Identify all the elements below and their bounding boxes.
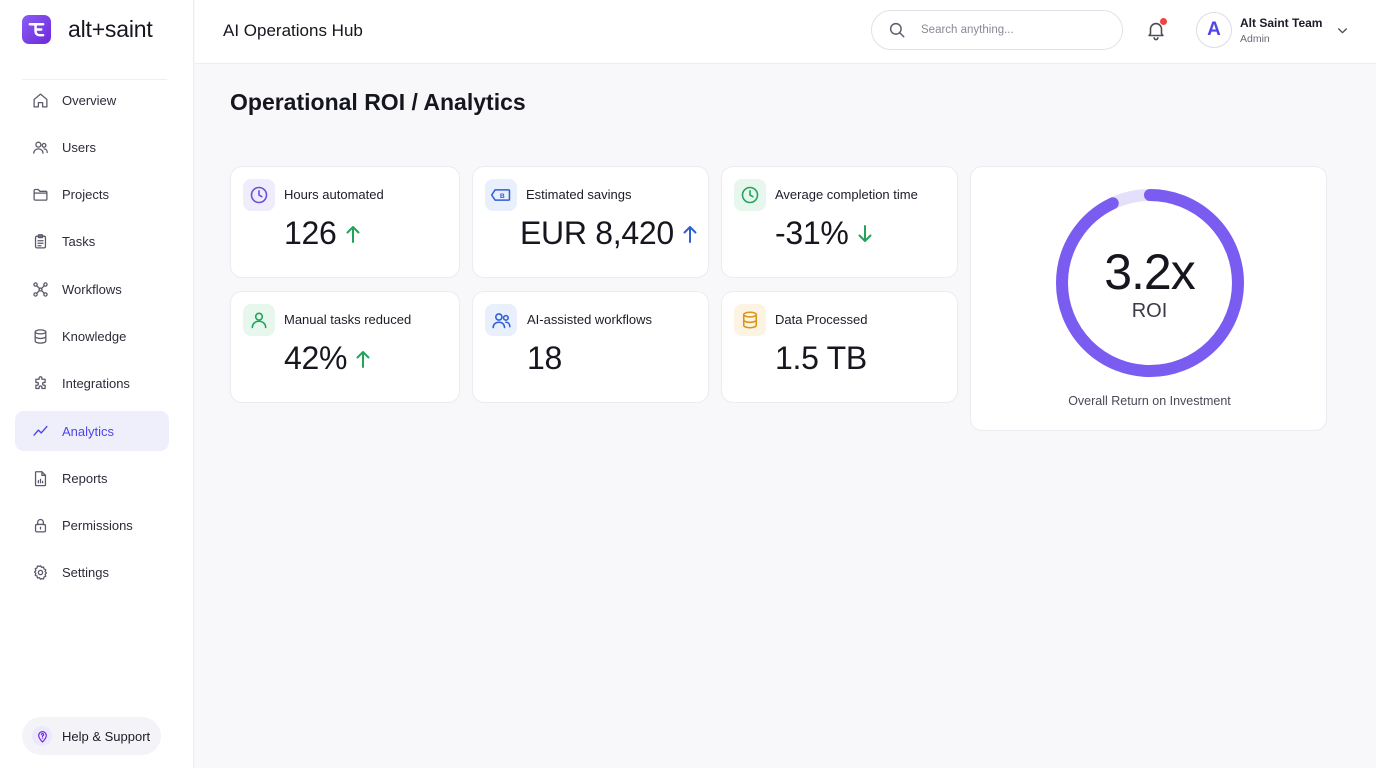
metric-value: 42% — [284, 340, 348, 376]
metric-value-row: 1.5 TB — [775, 340, 867, 377]
sidebar-item-label: Permissions — [62, 518, 133, 534]
sidebar-item-users[interactable]: Users — [15, 127, 169, 167]
metric-value: 1.5 TB — [775, 340, 867, 376]
metric-value: -31% — [775, 215, 849, 251]
clipboard-icon — [31, 233, 49, 251]
sidebar-item-label: Integrations — [62, 376, 130, 392]
user-name: Alt Saint Team — [1240, 15, 1323, 30]
home-icon — [31, 91, 49, 109]
metric-value: 18 — [527, 340, 562, 376]
app-title: AI Operations Hub — [223, 21, 363, 40]
users-icon — [31, 138, 49, 156]
sidebar-item-reports[interactable]: Reports — [15, 458, 169, 498]
arrow-up-icon — [345, 224, 361, 244]
metric-card-data-processed: Data Processed 1.5 TB — [721, 291, 958, 403]
help-pin-icon — [32, 726, 52, 746]
user-text: Alt Saint Team Admin — [1240, 16, 1322, 45]
sidebar-item-label: Reports — [62, 470, 108, 486]
metric-card-estimated-savings: B Estimated savings EUR 8,420 — [472, 166, 709, 278]
lock-icon — [31, 517, 49, 535]
metric-value-row: 18 — [527, 340, 562, 377]
folder-icon — [31, 186, 49, 204]
metric-label: Data Processed — [775, 312, 868, 327]
sidebar: alt+saint Overview Users Projects — [0, 0, 194, 768]
brand-divider — [22, 79, 167, 80]
sidebar-item-label: Workflows — [62, 281, 122, 297]
database-icon — [734, 304, 766, 336]
metric-label: Estimated savings — [526, 187, 632, 202]
sidebar-item-label: Projects — [62, 187, 109, 203]
brand-name: alt+saint — [68, 16, 153, 42]
clock-icon — [734, 179, 766, 211]
sidebar-item-permissions[interactable]: Permissions — [15, 506, 169, 546]
help-support-label: Help & Support — [62, 728, 151, 744]
metric-label: AI-assisted workflows — [527, 312, 652, 327]
search-icon — [888, 21, 906, 39]
arrow-down-icon — [857, 224, 873, 244]
sidebar-item-workflows[interactable]: Workflows — [15, 269, 169, 309]
avatar: A — [1196, 12, 1232, 48]
roi-caption: Overall Return on Investment — [1068, 394, 1231, 408]
roi-value: 3.2x — [1104, 244, 1196, 300]
roi-card: 3.2x ROI Overall Return on Investment — [970, 166, 1327, 431]
sidebar-item-settings[interactable]: Settings — [15, 553, 169, 593]
search-input[interactable] — [921, 24, 1101, 36]
search-box[interactable] — [871, 10, 1123, 50]
report-icon — [31, 469, 49, 487]
metric-card-ai-assisted-workflows: AI-assisted workflows 18 — [472, 291, 709, 403]
bell-icon — [1145, 22, 1167, 45]
clock-icon — [243, 179, 275, 211]
topbar: AI Operations Hub A Alt Saint Team Admin — [195, 0, 1376, 64]
database-icon — [31, 327, 49, 345]
metric-value-row: -31% — [775, 215, 873, 252]
sidebar-item-label: Overview — [62, 92, 117, 108]
metric-label: Hours automated — [284, 187, 384, 202]
metric-value-row: 42% — [284, 340, 371, 377]
sidebar-item-tasks[interactable]: Tasks — [15, 222, 169, 262]
workflow-icon — [31, 280, 49, 298]
sidebar-item-analytics[interactable]: Analytics — [15, 411, 169, 452]
sidebar-item-label: Analytics — [62, 423, 115, 439]
user-icon — [243, 304, 275, 336]
metric-value: EUR 8,420 — [520, 215, 674, 251]
metric-card-manual-tasks-reduced: Manual tasks reduced 42% — [230, 291, 460, 403]
gear-icon — [31, 564, 49, 582]
metric-value-row: 126 — [284, 215, 361, 252]
sidebar-nav: Overview Users Projects Tasks — [15, 80, 169, 600]
metric-label: Manual tasks reduced — [284, 312, 412, 327]
brand[interactable]: alt+saint — [22, 15, 153, 44]
trend-line-icon — [31, 422, 49, 440]
users-icon — [485, 304, 517, 336]
help-support-button[interactable]: Help & Support — [22, 717, 161, 755]
notifications-button[interactable] — [1145, 18, 1167, 41]
svg-text:B: B — [500, 193, 505, 200]
sidebar-item-projects[interactable]: Projects — [15, 175, 169, 215]
sidebar-item-overview[interactable]: Overview — [15, 80, 169, 120]
roi-unit: ROI — [1131, 300, 1168, 322]
sidebar-item-knowledge[interactable]: Knowledge — [15, 316, 169, 356]
chevron-down-icon — [1336, 24, 1349, 37]
sidebar-item-label: Users — [62, 139, 96, 155]
metric-value: 126 — [284, 215, 337, 251]
brand-logo-icon — [22, 15, 51, 44]
metric-value-row: EUR 8,420 — [520, 215, 698, 252]
sidebar-item-label: Tasks — [62, 234, 96, 250]
arrow-up-icon — [682, 224, 698, 244]
banknote-icon: B — [485, 179, 517, 211]
page-title: Operational ROI / Analytics — [230, 89, 526, 115]
sidebar-item-label: Settings — [62, 565, 109, 581]
user-menu[interactable]: A Alt Saint Team Admin — [1196, 12, 1349, 48]
user-role: Admin — [1240, 32, 1270, 45]
sidebar-item-integrations[interactable]: Integrations — [15, 364, 169, 404]
metric-card-hours-automated: Hours automated 126 — [230, 166, 460, 278]
roi-ring-arc — [1056, 189, 1244, 377]
metric-card-average-completion-time: Average completion time -31% — [721, 166, 958, 278]
sidebar-item-label: Knowledge — [62, 328, 127, 344]
notification-dot — [1160, 18, 1167, 25]
arrow-up-icon — [355, 349, 371, 369]
metric-label: Average completion time — [775, 187, 918, 202]
roi-ring — [1056, 189, 1244, 377]
puzzle-icon — [31, 375, 49, 393]
